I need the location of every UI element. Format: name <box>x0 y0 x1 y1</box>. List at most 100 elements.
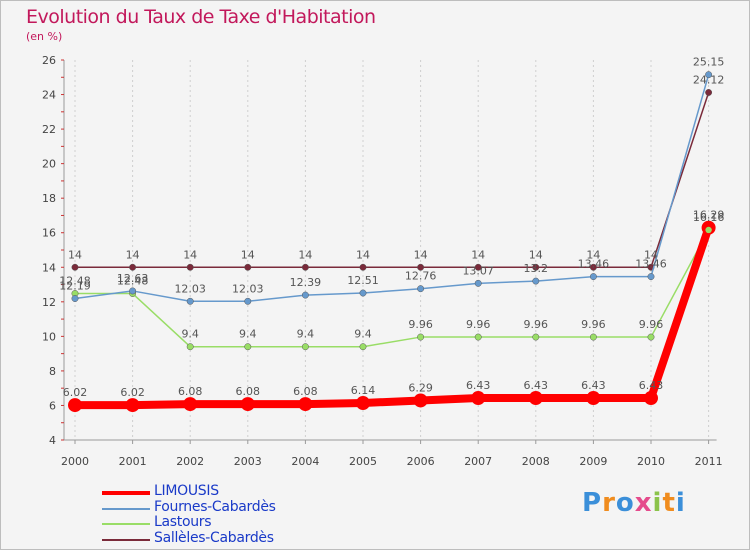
data-label: 14 <box>586 248 600 261</box>
data-point <box>71 263 79 271</box>
data-label: 24.12 <box>693 73 725 86</box>
data-point <box>183 397 198 412</box>
data-point <box>417 333 425 341</box>
data-label: 6.43 <box>466 379 491 392</box>
data-label: 14 <box>183 248 197 261</box>
data-point <box>647 273 655 281</box>
series-line <box>74 73 710 303</box>
data-point <box>413 393 428 408</box>
data-point <box>589 333 597 341</box>
x-tick-label: 2009 <box>579 455 607 468</box>
y-tick-label: 14 <box>42 261 56 274</box>
data-label: 6.43 <box>524 379 549 392</box>
data-label: 12.19 <box>59 280 91 293</box>
x-tick-label: 2010 <box>637 455 665 468</box>
data-label: 12.63 <box>117 272 149 285</box>
data-label: 12.76 <box>405 270 437 283</box>
data-label: 25.15 <box>693 56 725 69</box>
y-tick-label: 22 <box>42 123 56 136</box>
data-point <box>244 297 252 305</box>
data-label: 16.16 <box>693 211 725 224</box>
data-point <box>589 263 597 271</box>
data-point <box>359 289 367 297</box>
data-label: 9.96 <box>639 318 664 331</box>
data-label: 6.43 <box>639 379 664 392</box>
data-label: 9.96 <box>524 318 549 331</box>
data-label: 12.39 <box>290 276 322 289</box>
data-label: 13.2 <box>524 262 549 275</box>
data-point <box>474 279 482 287</box>
x-tick-label: 2011 <box>695 455 723 468</box>
y-tick-label: 18 <box>42 192 56 205</box>
x-tick-label: 2006 <box>407 455 435 468</box>
y-tick-label: 16 <box>42 227 56 240</box>
data-point <box>474 263 482 271</box>
y-tick-label: 10 <box>42 330 56 343</box>
data-point <box>244 263 252 271</box>
data-point <box>644 391 658 406</box>
data-label: 14 <box>529 248 543 261</box>
data-label: 14 <box>471 248 485 261</box>
data-label: 14 <box>68 248 82 261</box>
data-point <box>359 263 367 271</box>
brand-letter: P <box>582 488 603 518</box>
data-point <box>186 343 194 351</box>
x-tick-label: 2003 <box>234 455 262 468</box>
data-label: 12.03 <box>174 282 206 295</box>
data-label: 14 <box>241 248 255 261</box>
data-point <box>301 263 309 271</box>
x-tick-label: 2000 <box>61 455 89 468</box>
data-label: 13.46 <box>578 258 610 271</box>
x-tick-label: 2005 <box>349 455 377 468</box>
data-label: 9.96 <box>466 318 491 331</box>
data-point <box>298 397 313 412</box>
data-label: 12.48 <box>59 275 91 288</box>
series-line <box>71 223 713 410</box>
y-tick-label: 20 <box>42 158 56 171</box>
data-point <box>186 297 194 305</box>
data-label: 13.46 <box>635 258 667 271</box>
data-point <box>474 333 482 341</box>
data-label: 12.48 <box>117 275 149 288</box>
data-point <box>129 263 137 271</box>
x-tick-label: 2002 <box>176 455 204 468</box>
data-point <box>532 263 540 271</box>
data-point <box>68 398 82 413</box>
brand-letter: x <box>634 488 653 518</box>
data-point <box>705 71 713 79</box>
data-point <box>417 285 425 293</box>
brand-letter: o <box>615 488 635 518</box>
y-tick-label: 12 <box>42 296 56 309</box>
data-point <box>647 333 655 341</box>
data-label: 14 <box>414 248 428 261</box>
data-label: 6.02 <box>63 386 88 399</box>
data-point <box>186 263 194 271</box>
y-tick-label: 24 <box>42 89 56 102</box>
x-tick-label: 2004 <box>291 455 319 468</box>
data-point <box>705 89 713 96</box>
data-point <box>129 287 137 295</box>
data-label: 6.29 <box>408 381 433 394</box>
brand-letter: i <box>675 488 686 518</box>
data-point <box>356 396 370 411</box>
data-point <box>532 277 540 285</box>
data-point <box>471 391 486 406</box>
data-point <box>71 295 79 302</box>
chart-unit-label: (en %) <box>26 30 63 43</box>
y-tick-label: 4 <box>49 434 56 447</box>
data-label: 9.4 <box>297 328 315 341</box>
legend-label: Fournes-Cabardès <box>154 498 276 515</box>
brand-letter: i <box>652 488 663 518</box>
x-tick-label: 2008 <box>522 455 550 468</box>
legend-label: LIMOUSIS <box>154 483 219 499</box>
brand-logo: Proxiti <box>582 488 686 518</box>
data-label: 6.43 <box>581 379 606 392</box>
data-label: 14 <box>126 248 140 261</box>
data-label: 9.96 <box>581 318 606 331</box>
data-point <box>244 343 252 351</box>
y-tick-label: 26 <box>42 54 56 67</box>
x-tick-label: 2001 <box>119 455 147 468</box>
data-label: 14 <box>644 248 658 261</box>
